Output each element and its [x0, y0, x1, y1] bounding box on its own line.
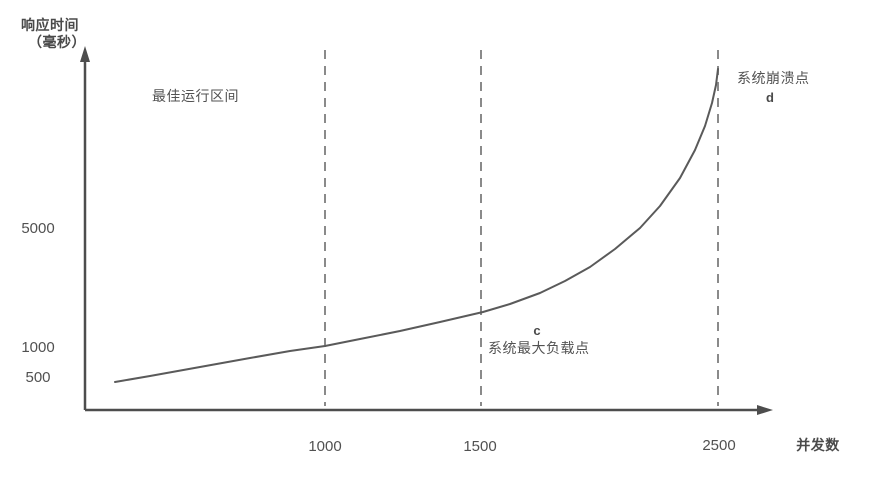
y-axis-title-line1: 响应时间 [21, 17, 79, 33]
y-tick-5000: 5000 [21, 220, 55, 237]
x-axis-title: 并发数 [796, 437, 840, 453]
crash-point-letter: d [766, 90, 774, 105]
x-tick-1500: 1500 [463, 438, 497, 455]
max-load-point-label: 系统最大负载点 [488, 340, 590, 356]
y-axis-title-line2: （毫秒） [28, 33, 86, 50]
response-curve [114, 68, 719, 383]
max-load-point-letter: c [533, 323, 541, 338]
x-tick-2500: 2500 [702, 437, 736, 454]
x-axis-arrow-icon [757, 405, 773, 415]
y-tick-500: 500 [25, 369, 51, 386]
optimal-zone-label: 最佳运行区间 [152, 88, 239, 104]
y-axis-title: 响应时间 （毫秒） [21, 17, 86, 51]
crash-point-label: 系统崩溃点 [737, 70, 810, 86]
x-tick-1000: 1000 [308, 438, 342, 455]
y-tick-1000: 1000 [21, 339, 55, 356]
y-axis-arrow-icon [80, 46, 90, 62]
